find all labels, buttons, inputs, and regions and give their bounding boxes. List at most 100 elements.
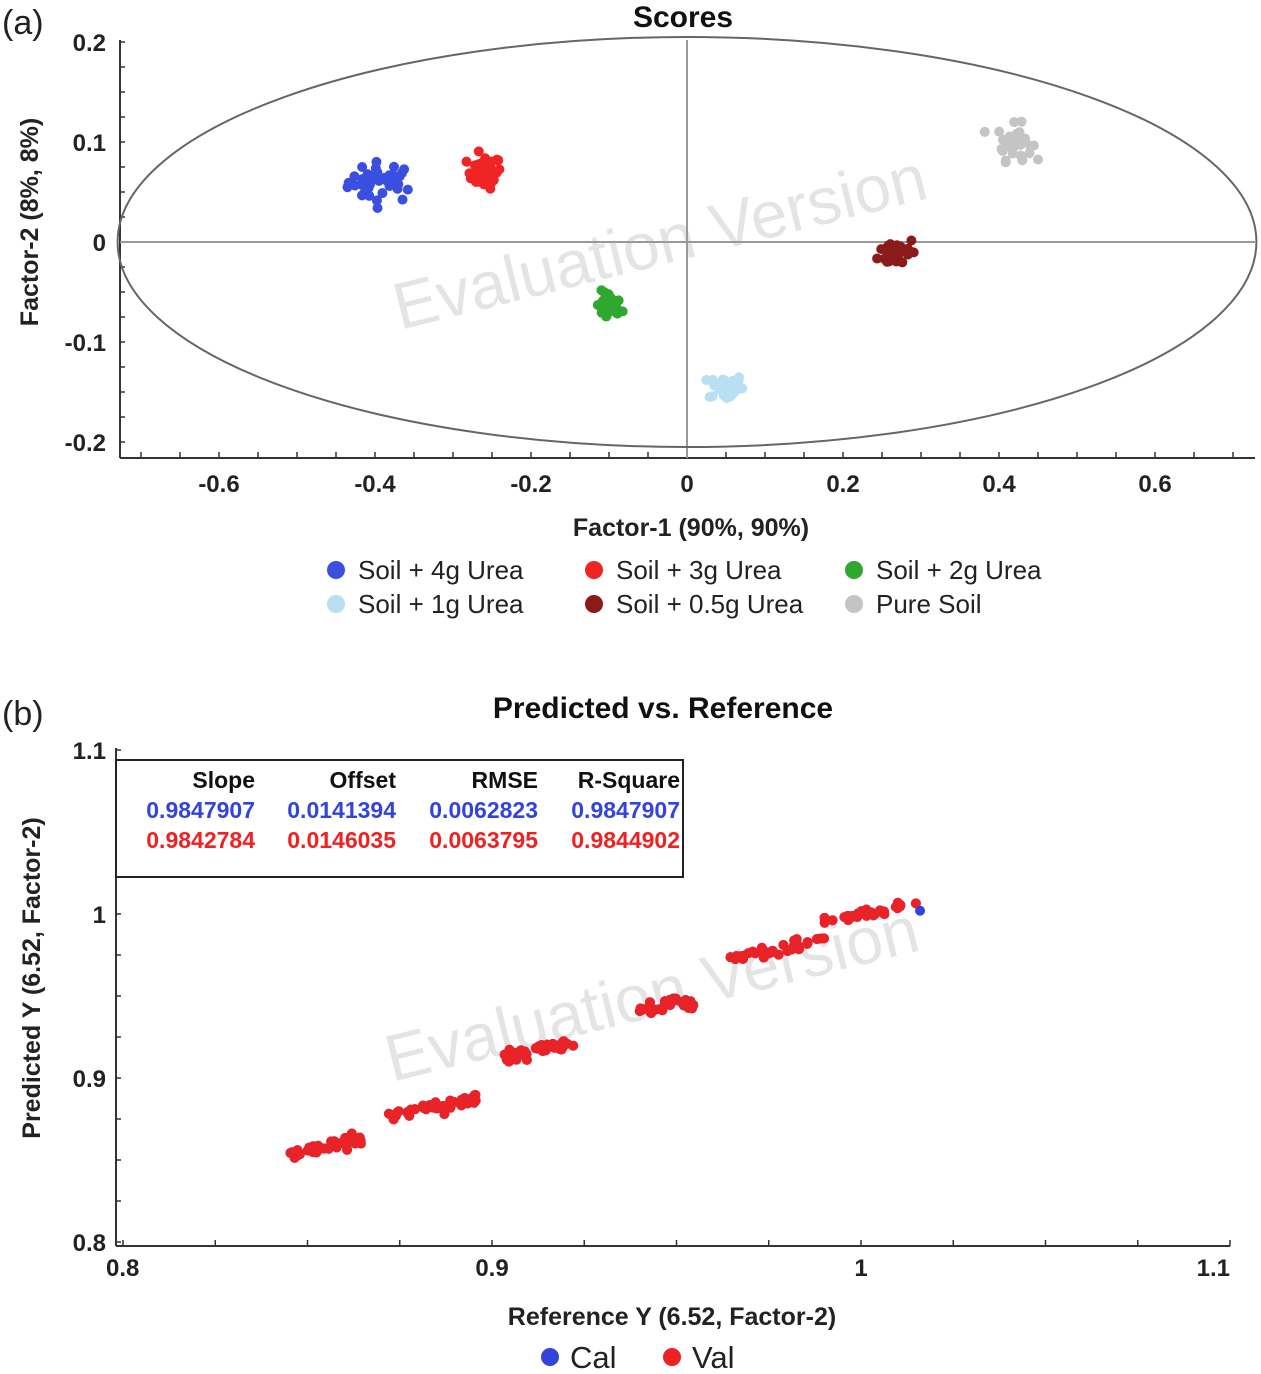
score-point xyxy=(480,162,491,173)
score-point xyxy=(994,126,1005,137)
x-tick-label: -0.4 xyxy=(354,471,396,498)
watermark-b: Evaluation Version xyxy=(377,892,925,1096)
stats-value: 0.9844902 xyxy=(571,827,680,853)
scores-plot: (a) Scores Evaluation Version -0.6 -0.4 -0… xyxy=(2,1,1258,619)
score-point xyxy=(612,308,623,319)
legend-label: Val xyxy=(692,1340,735,1374)
score-point xyxy=(1024,148,1035,159)
score-point xyxy=(1020,133,1031,144)
y-tick-label: 1.1 xyxy=(73,738,106,765)
legend-marker xyxy=(585,595,603,613)
x-tick-label: 0.8 xyxy=(106,1255,139,1282)
val-point xyxy=(319,1143,330,1154)
val-point xyxy=(383,1108,394,1119)
legend-marker xyxy=(541,1348,559,1366)
stats-header: RMSE xyxy=(472,767,538,793)
score-point xyxy=(1000,157,1011,168)
y-axis-title-a: Factor-2 (8%, 8%) xyxy=(16,118,44,326)
val-point xyxy=(819,933,830,944)
stats-table: Slope Offset RMSE R-Square 0.9847907 0.014139… xyxy=(146,767,680,853)
y-tick-label: 0.8 xyxy=(73,1230,106,1257)
score-point xyxy=(893,243,904,254)
score-point xyxy=(473,146,484,157)
val-point xyxy=(445,1095,456,1106)
val-point xyxy=(660,998,671,1009)
y-tick-label: -0.1 xyxy=(65,330,106,357)
y-tick-label: 0.1 xyxy=(73,130,106,157)
confidence-ellipse xyxy=(116,36,1258,448)
val-point xyxy=(743,948,754,959)
score-point xyxy=(371,195,382,206)
score-point xyxy=(893,254,904,265)
score-point xyxy=(719,375,730,386)
score-point xyxy=(360,185,371,196)
val-point xyxy=(456,1094,467,1105)
stats-value: 0.9842784 xyxy=(146,827,255,853)
legend-a: Soil + 4g Urea Soil + 3g Urea Soil + 2g Ur… xyxy=(327,555,1042,619)
scores-title: Scores xyxy=(633,1,733,34)
score-point xyxy=(882,256,893,267)
score-point xyxy=(343,177,354,188)
stats-value: 0.0062823 xyxy=(429,797,538,823)
x-tick-labels-a: -0.6 -0.4 -0.2 0 0.2 0.4 0.6 xyxy=(198,471,1171,498)
val-point xyxy=(730,953,741,964)
score-point xyxy=(397,194,408,205)
score-point xyxy=(461,156,472,167)
val-point xyxy=(819,917,830,928)
val-point xyxy=(392,1107,403,1118)
stats-value: 0.0063795 xyxy=(429,827,538,853)
legend-marker xyxy=(845,595,863,613)
legend-label: Soil + 0.5g Urea xyxy=(616,589,804,619)
score-point xyxy=(377,188,388,199)
score-point xyxy=(1032,154,1043,165)
x-tick-label: -0.2 xyxy=(510,471,551,498)
y-tick-label: -0.2 xyxy=(65,430,106,457)
stats-box xyxy=(115,759,684,878)
score-point xyxy=(906,235,917,246)
cal-point xyxy=(915,905,926,916)
val-point xyxy=(759,950,770,961)
val-point xyxy=(910,898,921,909)
legend-b: Cal Val xyxy=(541,1340,735,1374)
x-tick-label: 1 xyxy=(854,1255,867,1282)
score-point xyxy=(908,247,919,258)
minor-ticks-b xyxy=(116,749,1231,1246)
x-axis-title-b: Reference Y (6.52, Factor-2) xyxy=(508,1303,836,1331)
score-point xyxy=(611,296,622,307)
stats-value: 0.9847907 xyxy=(571,797,680,823)
legend-label: Soil + 2g Urea xyxy=(876,555,1042,585)
y-axis-title-b: Predicted Y (6.52, Factor-2) xyxy=(18,817,46,1138)
x-tick-label: 0.9 xyxy=(475,1255,508,1282)
legend-label: Soil + 1g Urea xyxy=(358,589,524,619)
score-point xyxy=(592,300,603,311)
stats-header: Slope xyxy=(192,767,255,793)
score-point xyxy=(386,179,397,190)
val-point xyxy=(767,946,778,957)
score-point xyxy=(349,171,360,182)
legend-marker xyxy=(585,561,603,579)
y-tick-labels-a: 0.2 0.1 0 -0.1 -0.2 xyxy=(65,30,106,457)
legend-marker xyxy=(327,561,345,579)
val-point xyxy=(292,1145,303,1156)
score-point xyxy=(1015,150,1026,161)
stats-header: Offset xyxy=(330,767,397,793)
x-tick-label: -0.6 xyxy=(198,471,239,498)
stats-value: 0.0141394 xyxy=(287,797,396,823)
score-point xyxy=(1025,140,1036,151)
score-point xyxy=(357,161,368,172)
score-point xyxy=(1001,135,1012,146)
pvr-title: Predicted vs. Reference xyxy=(493,692,833,725)
prediction-points xyxy=(285,897,926,1163)
score-point xyxy=(596,307,607,318)
stats-header: R-Square xyxy=(578,767,680,793)
y-tick-label: 1 xyxy=(93,902,106,929)
val-point xyxy=(892,897,903,908)
legend-marker xyxy=(663,1348,681,1366)
x-tick-label: 0.6 xyxy=(1138,471,1171,498)
val-point xyxy=(557,1037,568,1048)
x-tick-label: 0.2 xyxy=(826,471,859,498)
val-point xyxy=(508,1053,519,1064)
legend-marker xyxy=(845,561,863,579)
score-point xyxy=(701,374,712,385)
predicted-vs-reference-plot: (b) Predicted vs. Reference Evaluation V… xyxy=(2,692,1231,1374)
